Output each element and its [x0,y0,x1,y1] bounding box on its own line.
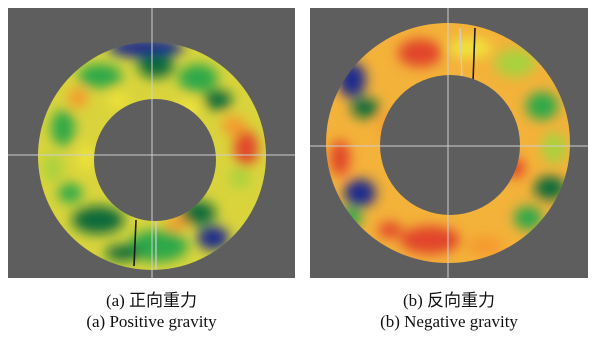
ring-b [310,8,588,278]
ring-map-b [310,8,588,278]
ring-map-a [8,8,295,278]
caption-a-en: (a) Positive gravity [86,312,217,331]
caption-b-en: (b) Negative gravity [380,312,518,331]
figure-b-caption: (b) 反向重力 (b) Negative gravity [310,290,588,332]
caption-a-zh: (a) 正向重力 [105,291,198,310]
figure-b-image [310,8,588,278]
figure-a-caption: (a) 正向重力 (a) Positive gravity [8,290,295,332]
caption-b-zh: (b) 反向重力 [402,291,496,310]
figure-a-image [8,8,295,278]
